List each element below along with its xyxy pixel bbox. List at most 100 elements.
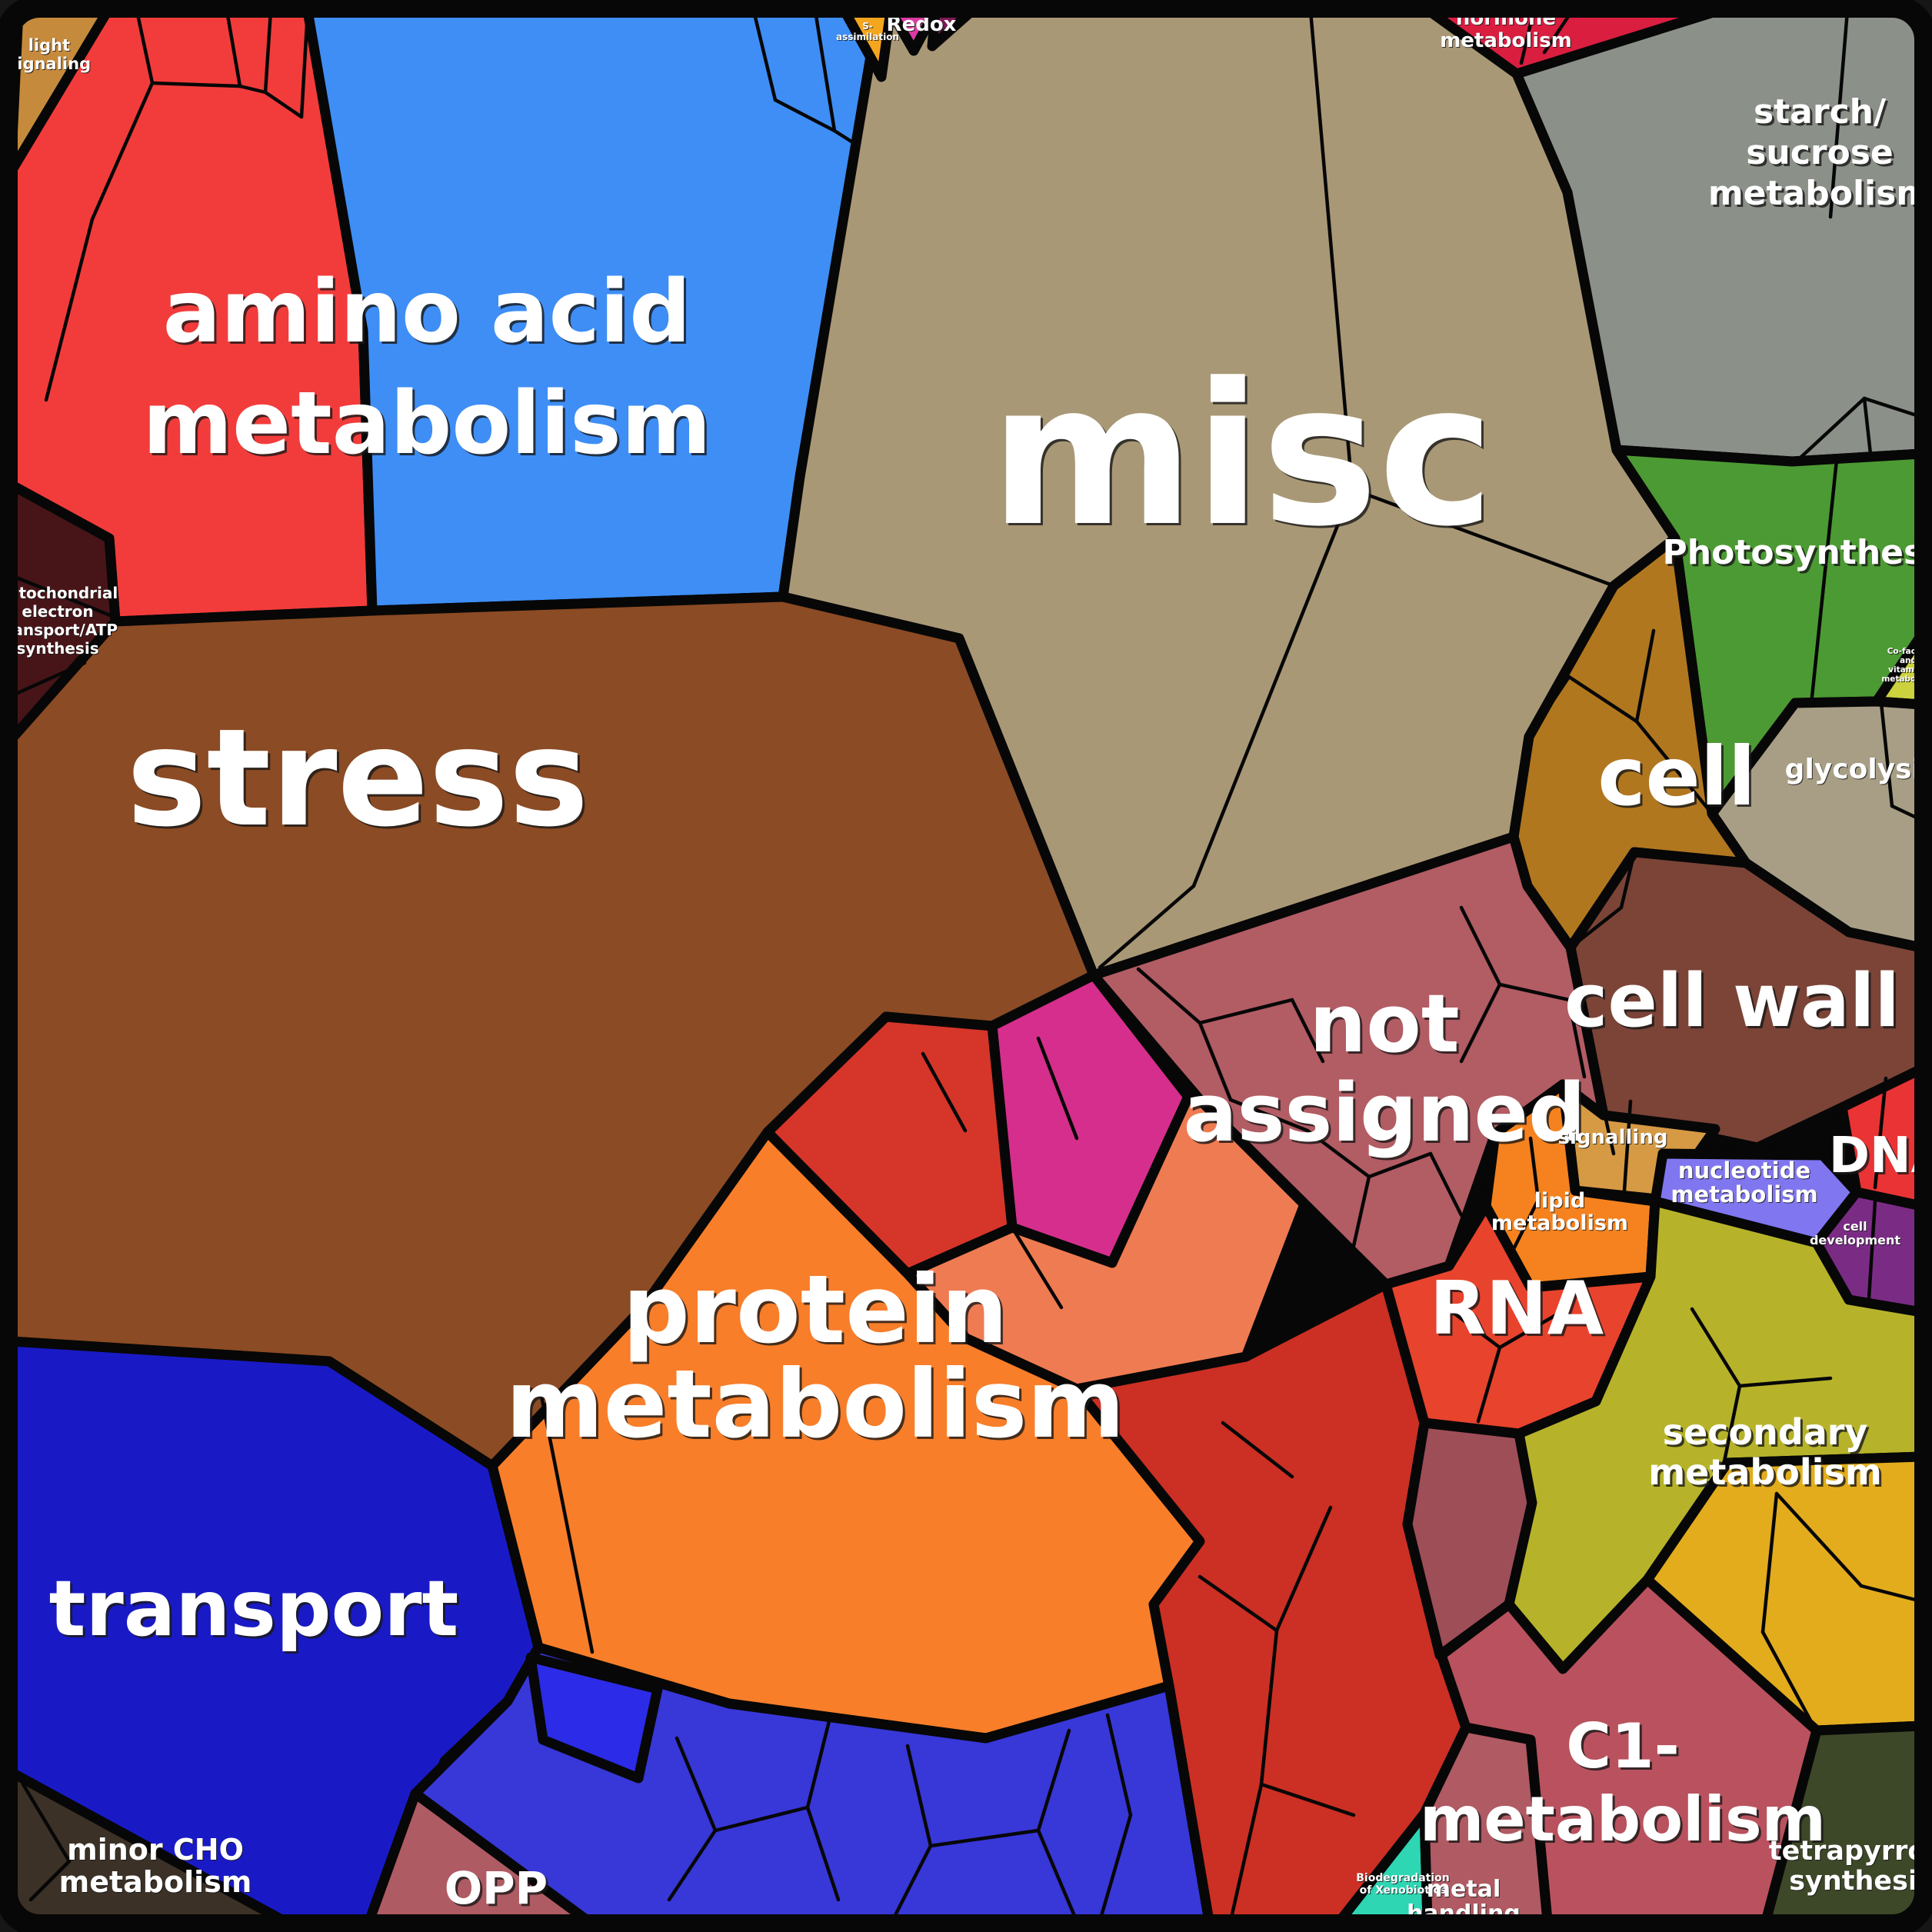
label-c1-metabolism: C1- — [1566, 1710, 1680, 1782]
subcell-border-violet-cluster — [1036, 1728, 1071, 1833]
label-secondary-metabolism: metabolism — [1648, 1451, 1882, 1493]
subcell-border-starch-sucrose-metabolism — [1862, 396, 1924, 419]
subcell-border-amino-acid-red — [225, 8, 242, 88]
label-mitochondrial-electron-transport: electron — [22, 602, 93, 621]
label-s-assimilation: assimilation — [836, 32, 899, 42]
subcell-border-signalling — [1622, 1099, 1633, 1193]
subcell-border-starch-sucrose-metabolism — [1862, 396, 1873, 456]
subcell-border-photosynthesis — [1810, 458, 1839, 699]
subcell-border-signalling — [1597, 1090, 1616, 1156]
subcell-border-misc — [1098, 884, 1196, 970]
label-starch-sucrose-metabolism: sucrose — [1746, 133, 1894, 172]
label-cell-development: development — [1810, 1233, 1900, 1247]
subcell-border-violet-cluster — [713, 1805, 810, 1833]
label-cell: cell — [1597, 730, 1755, 824]
subcell-border-cell-wall — [1568, 905, 1624, 950]
subcell-border-protein-red-lower — [1274, 1505, 1333, 1633]
label-dna: DNA — [1829, 1128, 1932, 1184]
subcell-border-protein-red-lower — [1221, 1421, 1294, 1479]
subcell-border-amino-acid-blue — [813, 8, 837, 133]
label-amino-acid-red: metabolism — [142, 374, 711, 474]
subcell-border-secondary-metabolism — [1737, 1376, 1833, 1388]
subcell-border-violet-cluster — [1098, 1713, 1133, 1924]
label-photosynthesis: Photosynthesis — [1663, 533, 1932, 572]
subcell-border-amino-acid-blue — [773, 98, 837, 133]
label-biodegradation-xenobiotics: Biodegradation — [1356, 1872, 1450, 1884]
label-nucleotide-metabolism: nucleotide — [1678, 1158, 1810, 1184]
label-nucleotide-metabolism: metabolism — [1671, 1181, 1817, 1208]
subcell-border-magenta-cell — [1036, 1036, 1079, 1141]
subcell-border-violet-cluster — [805, 1805, 841, 1902]
label-light-signaling: signaling — [8, 55, 91, 73]
subcell-border-rna — [1497, 1305, 1571, 1350]
subcell-border-amino-acid-blue — [751, 8, 778, 102]
subcell-border-starch-sucrose-metabolism — [1828, 8, 1850, 219]
subcell-border-amino-acid-red — [150, 81, 242, 88]
region-metal-handling[interactable] — [1419, 1722, 1553, 1926]
label-amino-acid-red: amino acid — [163, 262, 691, 362]
subcell-border-misc — [1191, 487, 1354, 888]
subcell-border-hormone-metabolism — [1519, 8, 1536, 65]
subcell-border-gold-cho — [1760, 1491, 1779, 1634]
subcell-border-gold-cho — [1859, 1584, 1924, 1604]
label-secondary-metabolism: secondary — [1663, 1411, 1868, 1453]
region-bright-blue[interactable] — [525, 1652, 663, 1784]
subcell-border-minor-cho-metabolism — [28, 1859, 72, 1902]
label-transport: transport — [49, 1564, 459, 1654]
label-not-assigned: assigned — [1183, 1066, 1585, 1160]
subcell-border-not-assigned — [1351, 1174, 1371, 1248]
label-glycolysis: glycolysis — [1785, 754, 1932, 785]
label-c1-metabolism: metabolism — [1420, 1784, 1826, 1855]
subcell-border-secondary-metabolism — [1722, 1384, 1742, 1464]
subcell-border-violet-cluster — [928, 1828, 1041, 1848]
label-mitochondrial-electron-transport: synthesis — [16, 639, 98, 658]
label-opp: OPP — [445, 1862, 548, 1914]
label-light-signaling: light — [28, 36, 70, 55]
label-lipid-metabolism: metabolism — [1491, 1211, 1628, 1235]
label-metal-handling: metal — [1427, 1876, 1501, 1903]
label-mitochondrial-electron-transport: transport/ATP — [0, 621, 118, 639]
subcell-border-protein-red-lower — [1259, 1782, 1356, 1817]
label-not-assigned: not — [1309, 977, 1459, 1071]
label-s-assimilation: S- — [862, 21, 873, 32]
subcell-border-violet-cluster — [1036, 1828, 1079, 1924]
subcell-border-cell — [1634, 719, 1714, 816]
label-protein-orange: metabolism — [505, 1350, 1124, 1459]
subcell-border-amino-acid-red — [90, 81, 155, 222]
label-rna: RNA — [1430, 1267, 1604, 1351]
subcell-border-violet-cluster — [805, 1713, 833, 1810]
label-biodegradation-xenobiotics: of Xenobiotics — [1360, 1884, 1447, 1897]
subcell-border-misc — [1308, 8, 1354, 491]
subcell-border-protein-red-lower — [1198, 1574, 1279, 1633]
label-cell-wall: cell wall — [1564, 959, 1900, 1044]
subcell-border-mitochondrial-electron-transport — [8, 573, 116, 619]
subcell-border-not-assigned — [1290, 998, 1325, 1064]
subcell-border-protein-orange — [538, 1386, 595, 1654]
subcell-border-cell — [1567, 675, 1639, 724]
subcell-border-gold-cho — [1760, 1630, 1817, 1731]
subcell-border-not-assigned — [1459, 982, 1502, 1064]
subcell-border-amino-acid-red — [263, 90, 304, 119]
subcell-border-gold-cho — [1774, 1491, 1864, 1588]
region-nucleotide-metabolism[interactable] — [1650, 1148, 1862, 1248]
subcell-border-amino-acid-red — [44, 217, 95, 402]
subcell-border-rna — [1436, 1299, 1502, 1350]
subcell-border-secondary-metabolism — [1690, 1307, 1742, 1388]
label-protein-orange: protein — [622, 1255, 1008, 1364]
label-mitochondrial-electron-transport: mitochondrial — [0, 584, 118, 602]
label-signalling: signalling — [1558, 1126, 1668, 1149]
subcell-border-misc — [1350, 487, 1613, 587]
subcell-border-red-upper — [921, 1051, 968, 1133]
subcell-border-cell-wall — [1619, 850, 1637, 910]
subcell-border-dna — [1873, 1076, 1888, 1190]
subcell-border-lipid-metabolism — [1528, 1136, 1541, 1202]
subcell-border-minor-cho-metabolism — [21, 1782, 72, 1864]
label-minor-cho-metabolism: metabolism — [59, 1865, 252, 1899]
subcell-border-amino-acid-red — [238, 84, 268, 95]
subcell-border-not-assigned — [1567, 998, 1587, 1079]
label-cofactor-vitamine: and — [1900, 656, 1917, 665]
label-tetrapyrrole-synthesis: tetrapyrrole — [1769, 1836, 1932, 1867]
